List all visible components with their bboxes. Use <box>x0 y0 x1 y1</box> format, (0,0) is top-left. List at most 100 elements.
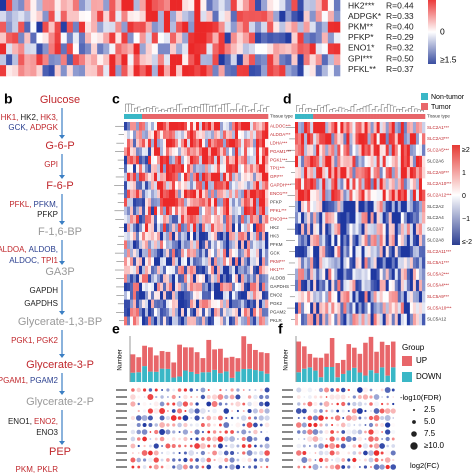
heatmap-cell <box>0 32 7 44</box>
heatmap-cell <box>370 167 374 179</box>
heatmap-cell <box>334 155 338 168</box>
heatmap-cell <box>382 234 386 247</box>
heatmap-cell <box>139 206 143 216</box>
heatmap-cell <box>229 155 233 165</box>
heatmap-cell <box>220 299 224 309</box>
dot <box>212 387 217 393</box>
heatmap-cell <box>403 122 408 134</box>
heatmap-cell <box>193 223 197 233</box>
heatmap-cell <box>307 234 311 247</box>
dot <box>218 409 223 413</box>
heatmap-cell <box>160 215 164 224</box>
heatmap-cell <box>12 10 19 23</box>
heatmap-cell <box>255 21 262 33</box>
dot <box>148 423 153 427</box>
heatmap-cell <box>415 246 420 258</box>
heatmap-cell <box>313 291 317 303</box>
heatmap-cell <box>136 181 140 190</box>
heatmap-cell <box>301 246 305 258</box>
heatmap-cell <box>133 223 137 233</box>
heatmap-cell <box>0 65 7 77</box>
heatmap-cell <box>418 268 423 281</box>
heatmap-cell <box>166 274 170 284</box>
heatmap-cell <box>218 21 225 33</box>
heatmap-cell <box>421 279 426 292</box>
heatmap-cell <box>139 198 143 207</box>
heatmap-cell <box>256 274 260 284</box>
dot <box>363 450 368 456</box>
heatmap-cell <box>325 212 329 224</box>
bar-down <box>200 372 206 382</box>
heatmap-cell <box>184 130 188 140</box>
heatmap-cell <box>133 172 137 182</box>
dot <box>190 430 193 434</box>
heatmap-cell <box>355 167 359 179</box>
heatmap-cell <box>322 189 326 202</box>
heatmap-cell <box>304 223 308 236</box>
heatmap-cell <box>409 189 414 202</box>
heatmap-cell <box>244 299 248 309</box>
heatmap-cell <box>163 274 167 284</box>
tissue-track <box>388 114 393 119</box>
heatmap-cell <box>223 181 227 190</box>
heatmap-cell <box>403 189 408 202</box>
heatmap-cell <box>145 147 149 157</box>
heatmap-cell <box>72 21 80 33</box>
heatmap-cell <box>130 265 134 275</box>
heatmap-cell <box>139 215 143 224</box>
dot <box>259 394 264 400</box>
heatmap-cell <box>304 189 308 202</box>
gene-label: SLC5A10*** <box>427 305 452 310</box>
heatmap-cell <box>355 302 359 315</box>
heatmap-cell <box>229 122 233 131</box>
heatmap-cell <box>379 223 383 236</box>
tissue-track <box>250 114 254 119</box>
heatmap-cell <box>412 122 417 134</box>
heatmap-cell <box>103 43 110 55</box>
heatmap-cell <box>211 282 215 292</box>
heatmap-cell <box>309 10 317 23</box>
heatmap-cell <box>133 274 137 284</box>
heatmap-cell <box>187 257 191 267</box>
heatmap-cell <box>364 257 368 269</box>
heatmap-cell <box>388 133 393 145</box>
heatmap-cell <box>217 147 221 157</box>
heatmap-cell <box>244 215 248 224</box>
heatmap-cell <box>151 54 159 66</box>
dot <box>178 430 181 434</box>
dot <box>325 465 328 469</box>
tissue-track <box>409 114 414 119</box>
heatmap-cell <box>172 130 176 140</box>
heatmap-cell <box>205 291 209 300</box>
dot <box>141 429 148 435</box>
heatmap-cell <box>199 172 203 182</box>
heatmap-cell <box>220 164 224 174</box>
dot <box>364 416 367 420</box>
heatmap-cell <box>145 32 153 44</box>
heatmap-cell <box>196 274 200 284</box>
dot <box>390 450 396 456</box>
dot <box>219 388 222 392</box>
dot <box>264 408 270 414</box>
heatmap-cell <box>244 122 248 131</box>
enzyme-line: PKM, PKLR <box>16 465 59 474</box>
heatmap-cell <box>391 302 396 315</box>
colorbar-label: ≤-2 <box>462 239 472 246</box>
row-label-stub <box>282 445 293 447</box>
heatmap-cell <box>196 172 200 182</box>
heatmap-cell <box>382 144 386 157</box>
heatmap-cell <box>232 172 236 182</box>
dot <box>341 458 346 462</box>
heatmap-cell <box>352 144 356 157</box>
heatmap-cell <box>315 65 323 77</box>
size-key <box>411 431 417 437</box>
dot <box>309 452 311 454</box>
dot <box>237 438 239 440</box>
heatmap-cell <box>175 282 179 292</box>
heatmap-cell <box>66 32 74 44</box>
heatmap-cell <box>331 257 335 269</box>
heatmap-cell <box>208 248 212 258</box>
heatmap-cell <box>60 0 68 12</box>
heatmap-cell <box>406 257 411 269</box>
dot <box>212 450 218 456</box>
